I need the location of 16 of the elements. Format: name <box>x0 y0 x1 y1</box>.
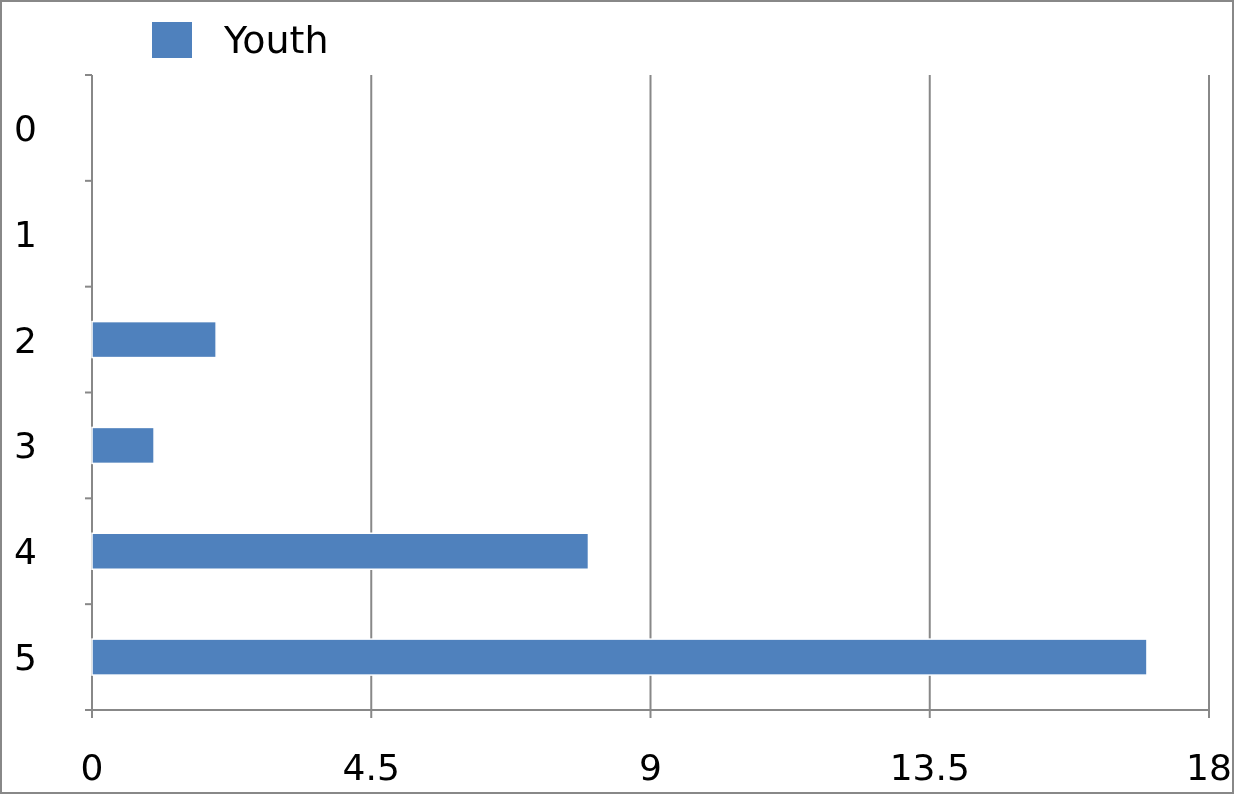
bar <box>91 638 1148 676</box>
x-tick-label: 18 <box>1186 747 1232 788</box>
y-tick-label: 5 <box>14 637 37 679</box>
x-tick-label: 13.5 <box>889 747 970 788</box>
legend-label: Youth <box>223 18 329 62</box>
x-tick-label: 4.5 <box>342 747 400 788</box>
y-tick-label: 0 <box>14 107 37 149</box>
y-tick-label: 3 <box>14 425 37 467</box>
x-tick-label: 0 <box>80 747 104 788</box>
bar <box>91 320 217 359</box>
bar <box>91 532 590 570</box>
x-tick-label: 9 <box>639 747 662 788</box>
y-tick-label: 1 <box>14 213 37 255</box>
bar <box>91 426 155 465</box>
y-tick-label: 4 <box>14 531 37 573</box>
y-tick-label: 2 <box>14 319 37 361</box>
